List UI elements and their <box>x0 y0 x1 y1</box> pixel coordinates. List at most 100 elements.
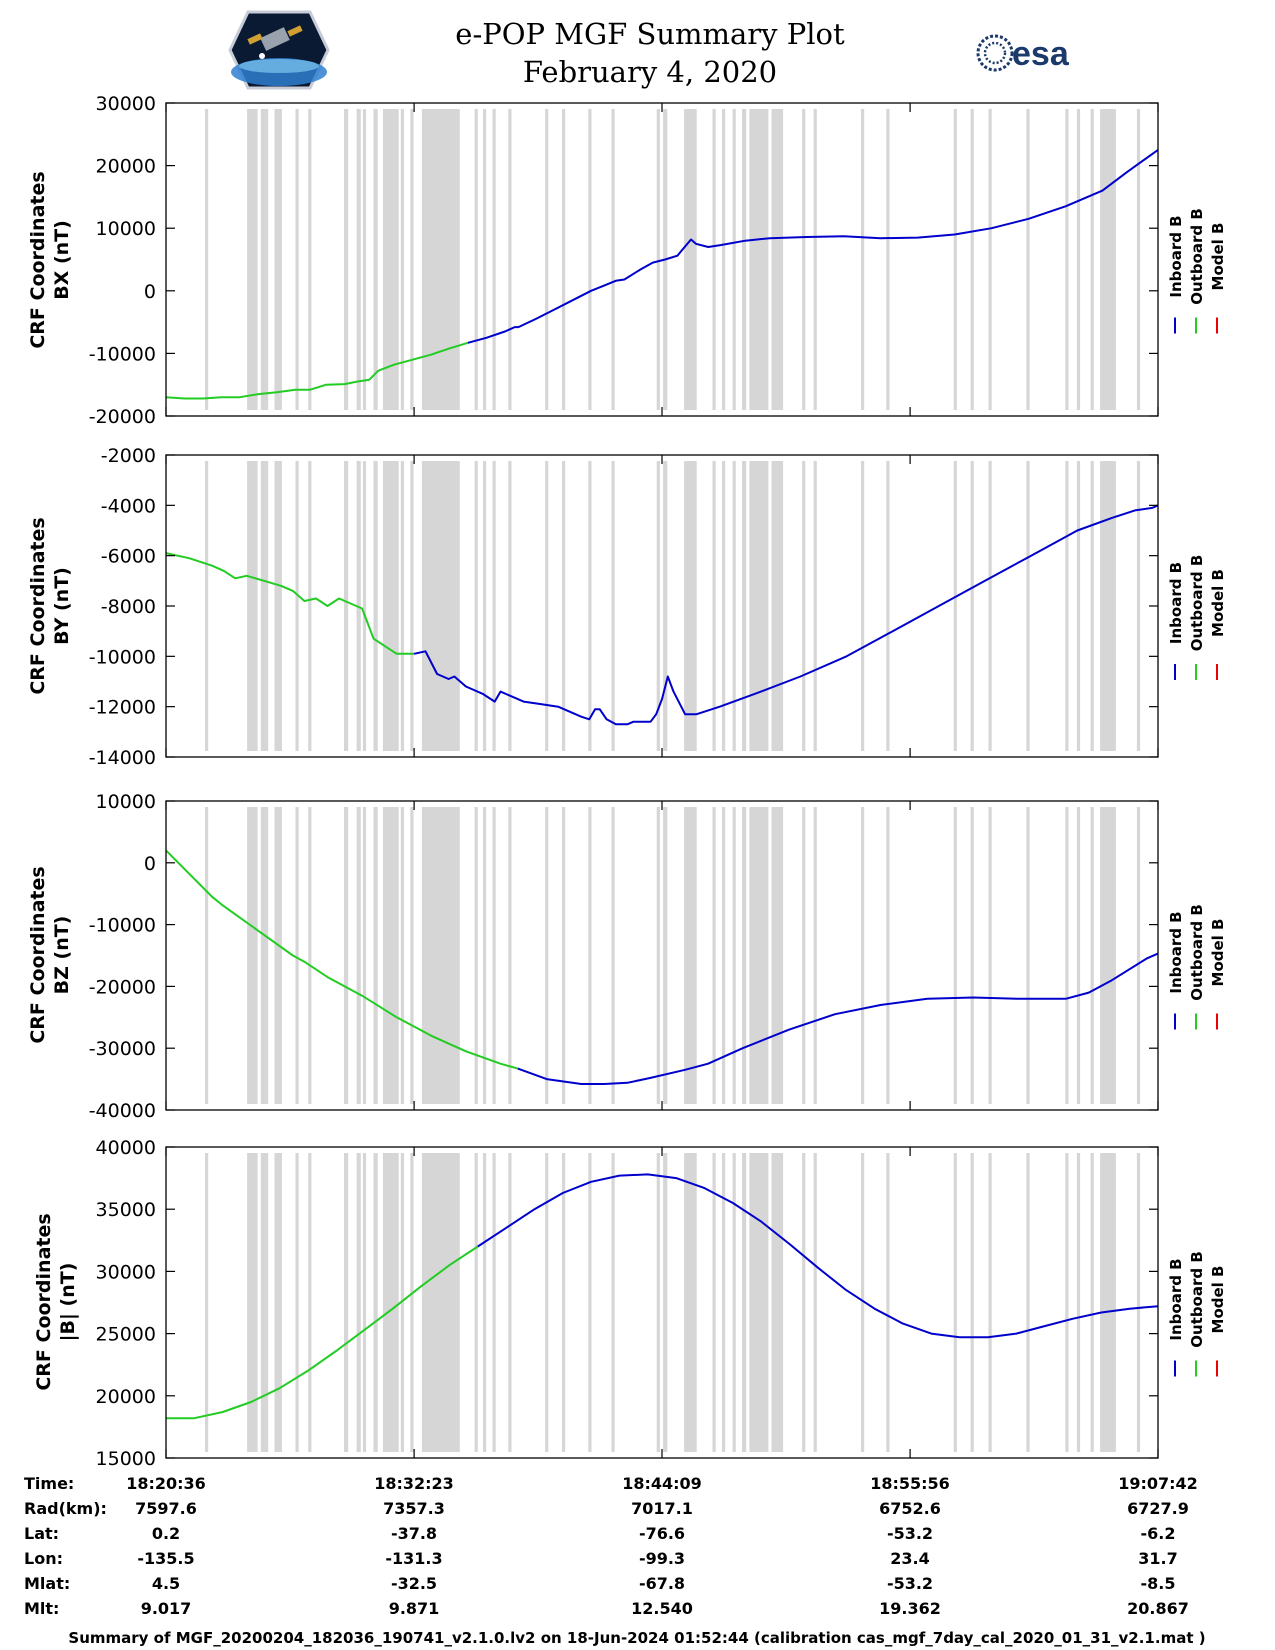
panel-bz-ytick-label-3: -10000 <box>89 915 156 937</box>
panel-by-gap-band-22 <box>656 461 660 751</box>
panel-bz-gap-band-9 <box>373 807 378 1104</box>
panel-bz-gap-band-0 <box>205 807 209 1104</box>
panel-btotal-legend-label-1: Outboard B <box>1188 1251 1206 1348</box>
panel-by-gap-band-20 <box>588 461 592 751</box>
title-line-2: February 4, 2020 <box>523 55 777 89</box>
panel-bz-gap-band-31 <box>802 807 806 1104</box>
panel-by-series-inboard-b <box>413 504 1159 726</box>
panel-btotal-gap-band-40 <box>1076 1153 1081 1452</box>
panel-bz-gap-band-10 <box>382 807 399 1104</box>
panel-btotal-gap-band-31 <box>802 1153 806 1452</box>
panel-bz-frame <box>165 800 1159 1111</box>
panel-btotal-ytick-label-2: 25000 <box>96 1324 156 1346</box>
panel-bx-gap-band-27 <box>732 109 736 410</box>
panel-bx-gap-band-11 <box>400 109 404 410</box>
panel-by-gap-band-21 <box>611 461 615 751</box>
panel-bz-gap-band-2 <box>260 807 269 1104</box>
panel-bx-legend-label-2: Model B <box>1209 223 1227 291</box>
panel-bx-gap-band-12 <box>410 109 414 410</box>
panel-by-ytick-label-1: -12000 <box>89 697 156 719</box>
panel-btotal-gap-band-32 <box>813 1153 817 1452</box>
panel-btotal-ylabel-1: CRF Coordinates <box>33 1213 55 1390</box>
panel-by-gap-band-32 <box>813 461 817 751</box>
panel-by-gap-band-23 <box>663 461 668 751</box>
panel-bz-ytick-label-1: -30000 <box>89 1038 156 1060</box>
panel-bz-ytick-label-5: 10000 <box>96 791 156 813</box>
panel-bz-gap-band-15 <box>483 807 487 1104</box>
panel-by: -14000 -12000 -10000 -8000 -6000 -4000 -2000 C… <box>27 445 1227 769</box>
col3-mlat: -67.8 <box>639 1574 685 1593</box>
row-label-mlt: Mlt: <box>24 1599 59 1618</box>
col3-rad: 7017.1 <box>631 1499 693 1518</box>
panel-bx-gap-band-32 <box>813 109 817 410</box>
title-line-1: e-POP MGF Summary Plot <box>455 17 845 51</box>
panel-bx: -20000 -10000 0 10000 20000 30000 CRF Coordin… <box>27 93 1227 428</box>
panel-bz-gap-band-38 <box>1026 807 1030 1104</box>
panel-by-series-outboard-b <box>165 552 414 655</box>
panel-bz-ytick-label-2: -20000 <box>89 976 156 998</box>
panel-bz-gap-band-24 <box>684 807 697 1104</box>
panel-by-series <box>165 504 1159 726</box>
panel-bx-ytick-label-4: 20000 <box>96 156 156 178</box>
panel-bz-gap-band-19 <box>562 807 566 1104</box>
panel-bz-ylabel-1: CRF Coordinates <box>27 866 49 1043</box>
panel-btotal-gap-band-27 <box>732 1153 736 1452</box>
panel-bz: -40000 -30000 -20000 -10000 0 10000 CRF Coord… <box>27 791 1227 1122</box>
panel-bz-legend-label-0: Inboard B <box>1167 911 1185 993</box>
panel-bx-ytick-label-2: 0 <box>144 281 156 303</box>
panel-btotal-gap-band-9 <box>373 1153 378 1452</box>
panel-bx-legend-label-1: Outboard B <box>1188 208 1206 305</box>
panel-bz-gap-band-16 <box>492 807 496 1104</box>
panel-bx-legend-label-0: Inboard B <box>1167 215 1185 297</box>
panel-btotal-ylabel-2: |B| (nT) <box>57 1263 79 1342</box>
panel-by-gap-band-13 <box>421 461 460 751</box>
panel-by-gap-band-15 <box>483 461 487 751</box>
panel-by-gap-band-42 <box>1100 461 1116 751</box>
panel-bx-gap-band-28 <box>742 109 747 410</box>
panel-bx-gap-band-14 <box>474 109 478 410</box>
panel-btotal-gap-band-34 <box>886 1153 890 1452</box>
panel-by-gap-band-27 <box>732 461 736 751</box>
panel-btotal-gap-band-41 <box>1090 1153 1094 1452</box>
panel-by-gap-band-14 <box>474 461 478 751</box>
col4-lon: 23.4 <box>890 1549 929 1568</box>
panel-btotal-series <box>166 1173 1159 1420</box>
col3-time: 18:44:09 <box>622 1474 702 1493</box>
panel-by-yaxis: -14000 -12000 -10000 -8000 -6000 -4000 -2000 <box>89 445 1158 769</box>
panel-bz-legend: Inboard B Outboard B Model B <box>1167 904 1227 1030</box>
panel-by-gap-band-1 <box>247 461 258 751</box>
panel-bz-gap-band-6 <box>344 807 349 1104</box>
panel-bz-gap-band-34 <box>886 807 890 1104</box>
panel-btotal-gap-band-29 <box>749 1153 769 1452</box>
panel-by-ytick-label-6: -2000 <box>101 445 156 467</box>
panel-btotal-gap-band-8 <box>362 1153 367 1452</box>
row-label-mlat: Mlat: <box>24 1574 70 1593</box>
panel-bx-gap-band-38 <box>1026 109 1030 410</box>
panel-by-gap-band-10 <box>382 461 399 751</box>
panel-by-gap-band-43 <box>1136 461 1141 751</box>
col3-lat: -76.6 <box>639 1524 685 1543</box>
panel-by-gap-band-11 <box>400 461 404 751</box>
panel-by-ytick-label-4: -6000 <box>101 546 156 568</box>
panel-btotal-ytick-label-0: 15000 <box>96 1448 156 1470</box>
panel-bx-gap-band-40 <box>1076 109 1081 410</box>
panel-by-legend-label-2: Model B <box>1209 569 1227 637</box>
panel-by-ylabel-1: CRF Coordinates <box>27 517 49 694</box>
panel-btotal-gap-band-1 <box>247 1153 258 1452</box>
panel-bz-gap-band-14 <box>474 807 478 1104</box>
row-label-rad: Rad(km): <box>24 1499 107 1518</box>
panel-bx-gap-band-24 <box>684 109 697 410</box>
panel-bz-gap-band-17 <box>508 807 512 1104</box>
col1-lon: -135.5 <box>137 1549 194 1568</box>
panel-bx-gap-band-18 <box>545 109 549 410</box>
panel-btotal-gap-band-13 <box>421 1153 460 1452</box>
panel-by-gap-band-26 <box>722 461 726 751</box>
panel-btotal-gap-band-21 <box>611 1153 615 1452</box>
panel-btotal-gap-band-25 <box>712 1153 716 1452</box>
col5-mlat: -8.5 <box>1141 1574 1176 1593</box>
panel-by-gap-band-33 <box>861 461 865 751</box>
panel-btotal-gap-band-15 <box>483 1153 487 1452</box>
footer-text: Summary of MGF_20200204_182036_190741_v2… <box>68 1629 1205 1647</box>
panel-bx-series-outboard-b <box>165 341 469 400</box>
panel-bz-gap-band-21 <box>611 807 615 1104</box>
